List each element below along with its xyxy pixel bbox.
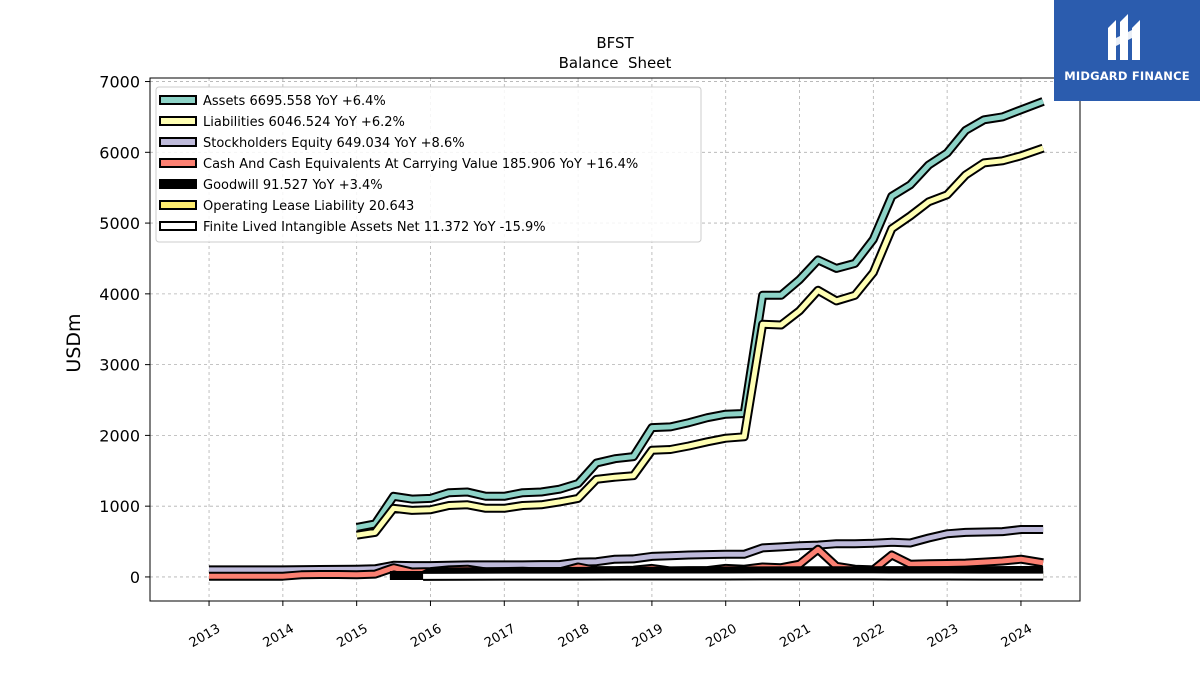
series-stroke: [209, 527, 1044, 573]
x-tick-label: 2013: [187, 621, 223, 651]
x-tick-label: 2019: [630, 621, 666, 651]
x-tick-label: 2018: [556, 621, 592, 651]
legend-label: Goodwill 91.527 YoY +3.4%: [203, 178, 383, 193]
y-tick-label: 7000: [99, 73, 140, 92]
x-tick-label: 2024: [999, 621, 1035, 651]
x-tick-label: 2016: [408, 621, 444, 651]
y-tick-label: 1000: [99, 497, 140, 516]
plot-frame: [149, 77, 1081, 602]
chart-title: BFST: [596, 34, 634, 52]
x-tick-label: 2020: [704, 621, 740, 651]
x-tick-label: 2022: [851, 621, 887, 651]
x-tick-label: 2017: [482, 621, 518, 651]
y-tick-label: 4000: [99, 285, 140, 304]
legend-label: Cash And Cash Equivalents At Carrying Va…: [203, 157, 638, 172]
series-lines: [209, 97, 1045, 581]
series-line-0: [355, 97, 1045, 532]
series-line-2: [209, 525, 1044, 575]
y-tick-label: 6000: [99, 143, 140, 162]
legend-label: Assets 6695.558 YoY +6.4%: [203, 94, 386, 109]
series-line-1: [356, 143, 1045, 540]
y-axis-label: USDm: [63, 313, 85, 372]
x-tick-label: 2014: [261, 621, 297, 651]
legend-swatch: [159, 200, 197, 210]
legend-swatch: [159, 95, 197, 105]
legend-swatch: [159, 179, 197, 189]
legend-box: [155, 86, 702, 243]
y-tick-label: 0: [130, 568, 140, 587]
series-stroke: [356, 145, 1044, 538]
midgard-logo-icon: [1108, 14, 1140, 60]
legend-swatch: [159, 116, 197, 126]
legend: Assets 6695.558 YoY +6.4% Liabilities 604…: [155, 86, 702, 243]
series-stroke: [356, 99, 1044, 530]
legend-swatch: [159, 137, 197, 147]
brand-name: MIDGARD FINANCE: [1064, 69, 1190, 83]
x-tick-label: 2023: [925, 621, 961, 651]
legend-label: Operating Lease Liability 20.643: [203, 199, 414, 214]
legend-swatch: [159, 158, 197, 168]
series-line-6: [423, 571, 1044, 581]
x-tick-label: 2021: [777, 621, 813, 651]
legend-label: Finite Lived Intangible Assets Net 11.37…: [203, 220, 546, 235]
legend-label: Liabilities 6046.524 YoY +6.2%: [203, 115, 405, 130]
legend-label: Stockholders Equity 649.034 YoY +8.6%: [203, 136, 465, 151]
y-tick-label: 5000: [99, 214, 140, 233]
chart-subtitle: Balance Sheet: [559, 54, 672, 72]
brand-badge: MIDGARD FINANCE: [1054, 0, 1200, 101]
series-stroke: [423, 573, 1044, 579]
y-tick-label: 3000: [99, 356, 140, 375]
legend-swatch: [159, 221, 197, 231]
x-tick-label: 2015: [335, 621, 371, 651]
y-tick-label: 2000: [99, 426, 140, 445]
